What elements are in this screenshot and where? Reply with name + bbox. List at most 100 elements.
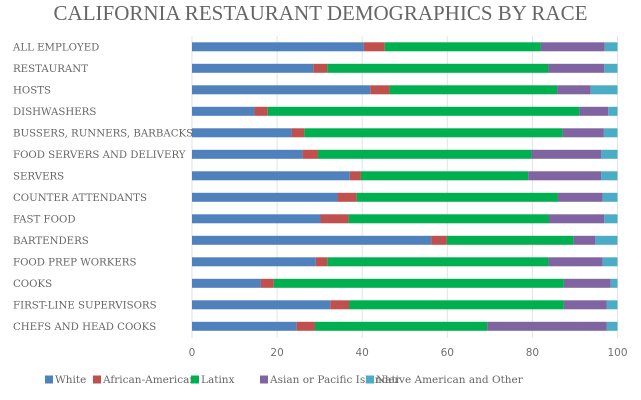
bar-segment-native-american-and-other [604, 63, 618, 73]
x-tick-label: 60 [441, 347, 454, 359]
bar-segment-white [192, 192, 338, 202]
category-label: DISHWASHERS [13, 107, 96, 118]
bar-segment-latinx [304, 128, 563, 138]
bar-segment-native-american-and-other [604, 214, 618, 224]
bar-segment-african-american [349, 171, 361, 181]
bar-segment-white [192, 300, 331, 310]
legend-swatch [260, 375, 268, 384]
x-tick-label: 0 [189, 347, 196, 359]
legend-label: African-American [102, 374, 196, 386]
bar-segment-native-american-and-other [610, 278, 618, 288]
bar-segment-white [192, 128, 292, 138]
category-label: BARTENDERS [13, 236, 89, 247]
bar-segment-african-american [330, 300, 350, 310]
category-label: FOOD SERVERS AND DELIVERY [13, 150, 186, 161]
bar-segment-latinx [317, 149, 532, 159]
bar-segment-asian-or-pacific-islander [562, 128, 604, 138]
legend-swatch [93, 375, 101, 384]
bar-segment-native-american-and-other [595, 235, 618, 245]
bar-segment-native-american-and-other [601, 171, 618, 181]
x-tick-label: 20 [270, 347, 283, 359]
bar-segment-african-american [291, 128, 305, 138]
bar-segment-white [192, 257, 316, 267]
legend-label: Latinx [201, 374, 235, 386]
bar-segment-native-american-and-other [604, 42, 618, 52]
legend-label: White [55, 374, 86, 386]
bar-segment-latinx [446, 235, 574, 245]
x-tick-label: 100 [607, 347, 627, 359]
x-tick-label: 80 [526, 347, 539, 359]
bar-segment-native-american-and-other [606, 321, 618, 331]
category-label: BUSSERS, RUNNERS, BARBACKS [13, 129, 193, 140]
x-axis-tick-labels: 0 20 40 60 80 100 [189, 347, 628, 359]
bar-segment-white [192, 85, 371, 95]
category-label: COOKS [13, 279, 52, 290]
bar-segment-latinx [327, 257, 549, 267]
bar-segment-african-american [254, 106, 268, 116]
bar-segment-latinx [348, 214, 549, 224]
bar-segment-white [192, 321, 297, 331]
bar-segment-native-american-and-other [603, 128, 618, 138]
bar-segment-asian-or-pacific-islander [557, 192, 603, 202]
bar-segment-african-american [370, 85, 390, 95]
bar-segment-african-american [302, 149, 318, 159]
bar-segment-latinx [360, 171, 529, 181]
bar-segment-white [192, 278, 261, 288]
category-label: RESTAURANT [13, 64, 88, 75]
bar-segment-white [192, 106, 255, 116]
bar-segment-latinx [273, 278, 564, 288]
bar-segment-latinx [389, 85, 558, 95]
category-label: CHEFS AND HEAD COOKS [13, 322, 156, 333]
bar-segment-latinx [384, 42, 541, 52]
bar-segment-asian-or-pacific-islander [573, 235, 596, 245]
bar-segment-african-american [363, 42, 385, 52]
bar-segment-white [192, 235, 432, 245]
category-label: HOSTS [13, 86, 51, 97]
bar-segment-asian-or-pacific-islander [548, 257, 603, 267]
bar-segment-african-american [431, 235, 447, 245]
bar-segment-asian-or-pacific-islander [563, 278, 611, 288]
bar-segment-white [192, 171, 350, 181]
bar-segment-white [192, 42, 364, 52]
bar-segment-asian-or-pacific-islander [528, 171, 602, 181]
bar-segment-native-american-and-other [602, 192, 618, 202]
bar-segment-asian-or-pacific-islander [487, 321, 607, 331]
bar-segment-asian-or-pacific-islander [531, 149, 602, 159]
bar-segment-latinx [349, 300, 564, 310]
category-labels: ALL EMPLOYED RESTAURANT HOSTS DISHWASHERS BU… [12, 43, 193, 334]
category-label: FAST FOOD [13, 215, 76, 226]
bar-segment-native-american-and-other [606, 300, 618, 310]
bar-segment-native-american-and-other [608, 106, 618, 116]
legend-swatch [366, 375, 374, 384]
legend-swatch [45, 375, 53, 384]
bar-segment-latinx [267, 106, 580, 116]
bar-segment-native-american-and-other [601, 149, 618, 159]
bar-segment-white [192, 214, 321, 224]
bar-segment-latinx [314, 321, 488, 331]
bar-segment-asian-or-pacific-islander [540, 42, 605, 52]
bar-segment-white [192, 63, 314, 73]
bar-segment-asian-or-pacific-islander [548, 214, 605, 224]
bar-segment-african-american [260, 278, 274, 288]
bar-segment-white [192, 149, 303, 159]
bar-segment-asian-or-pacific-islander [579, 106, 609, 116]
bar-segment-latinx [356, 192, 558, 202]
x-tick-label: 40 [356, 347, 369, 359]
bar-segment-asian-or-pacific-islander [548, 63, 605, 73]
bar-segment-african-american [313, 63, 328, 73]
chart-title: CALIFORNIA RESTAURANT DEMOGRAPHICS BY RA… [54, 1, 588, 25]
bar-segment-native-american-and-other [602, 257, 618, 267]
bar-segment-african-american [320, 214, 349, 224]
bar-segment-latinx [327, 63, 549, 73]
legend-swatch [191, 375, 199, 384]
bar-segment-african-american [315, 257, 328, 267]
category-label: FIRST-LINE SUPERVISORS [13, 301, 157, 312]
bar-segment-african-american [337, 192, 357, 202]
legend: White African-American Latinx Asian or Paci… [45, 374, 524, 386]
bar-segment-native-american-and-other [590, 85, 618, 95]
bar-segment-asian-or-pacific-islander [563, 300, 607, 310]
legend-label: Native American and Other [376, 374, 524, 386]
category-label: COUNTER ATTENDANTS [13, 193, 147, 204]
gridlines [191, 36, 618, 338]
bar-segment-asian-or-pacific-islander [557, 85, 591, 95]
